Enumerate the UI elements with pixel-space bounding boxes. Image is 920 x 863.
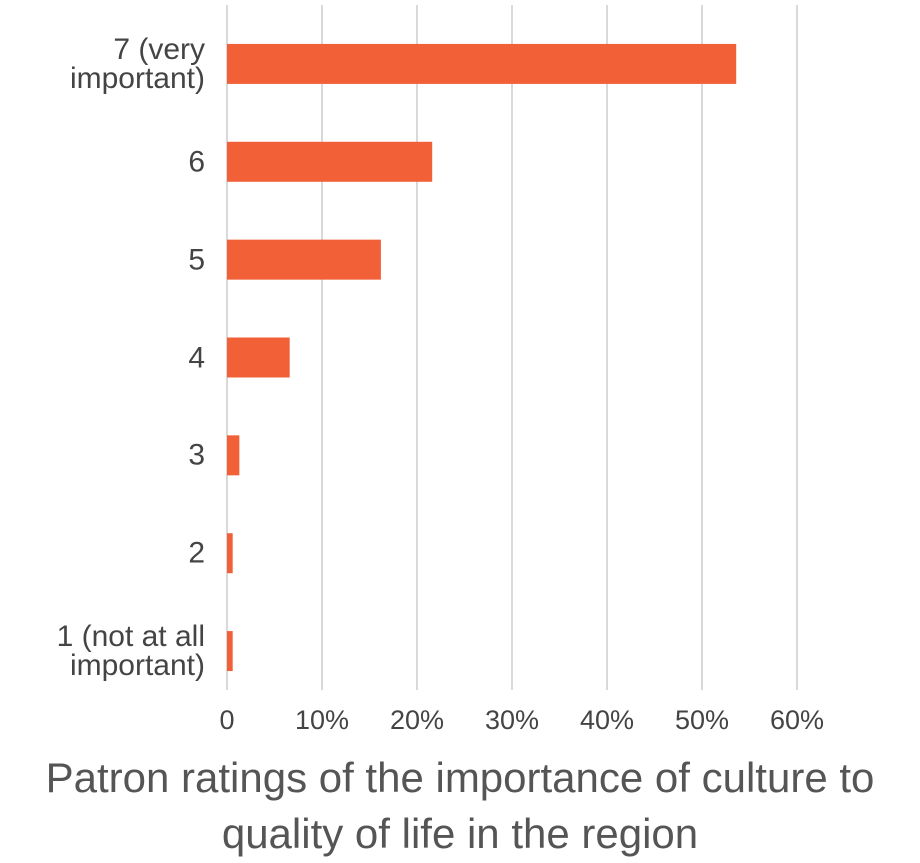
y-tick-label: 3 bbox=[188, 438, 205, 472]
bar bbox=[227, 337, 290, 378]
bar bbox=[227, 239, 381, 280]
x-tick-label: 10% bbox=[295, 705, 349, 735]
bar bbox=[227, 435, 240, 476]
x-tick-label: 60% bbox=[770, 705, 824, 735]
y-tick-label: 1 (not at all important) bbox=[56, 620, 205, 683]
y-tick-label: 5 bbox=[188, 243, 205, 277]
x-tick-label: 50% bbox=[675, 705, 729, 735]
y-tick-label: 7 (very important) bbox=[69, 32, 205, 95]
x-tick-label: 40% bbox=[580, 705, 634, 735]
x-tick-label: 30% bbox=[485, 705, 539, 735]
y-tick-label: 2 bbox=[188, 536, 205, 570]
bar bbox=[227, 141, 433, 182]
chart-title: Patron ratings of the importance of cult… bbox=[45, 754, 875, 857]
bar bbox=[227, 631, 233, 672]
bar bbox=[227, 43, 737, 84]
y-tick-label: 6 bbox=[188, 145, 205, 179]
x-tick-label: 20% bbox=[390, 705, 444, 735]
x-tick-label: 0 bbox=[219, 705, 234, 735]
bar bbox=[227, 533, 233, 574]
y-tick-label: 4 bbox=[188, 341, 205, 374]
